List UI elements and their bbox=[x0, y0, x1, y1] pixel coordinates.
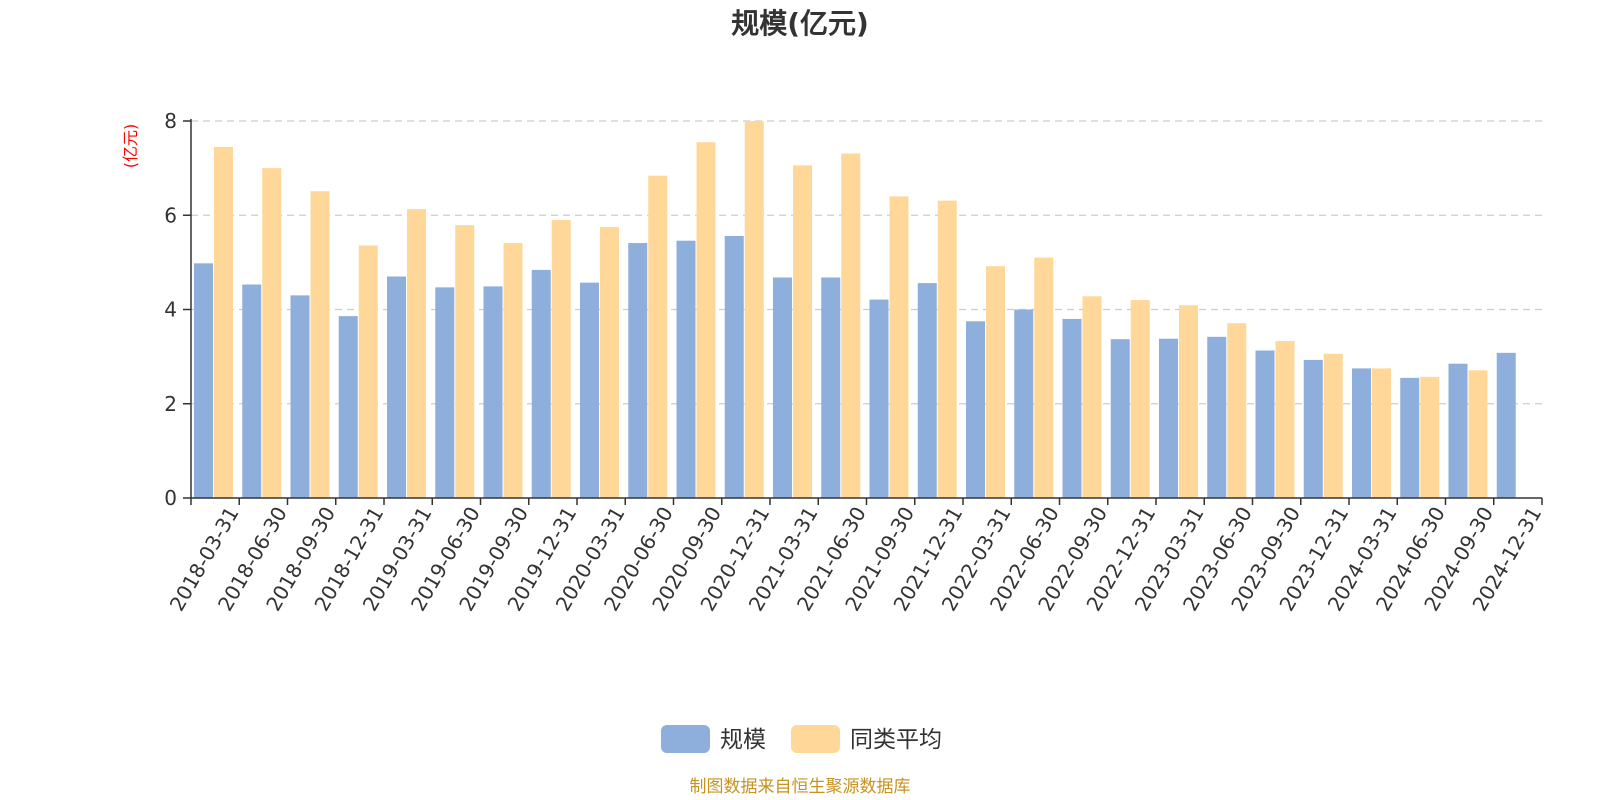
bar-scale-2021-06-30 bbox=[821, 277, 841, 498]
bar-peer-avg-2023-09-30 bbox=[1275, 341, 1295, 498]
bar-scale-2021-03-31 bbox=[773, 277, 792, 498]
bar-scale-2020-03-31 bbox=[580, 282, 599, 498]
bar-peer-avg-2024-03-31 bbox=[1372, 368, 1391, 498]
bar-scale-2022-06-30 bbox=[1014, 309, 1034, 498]
bar-peer-avg-2022-03-31 bbox=[986, 266, 1005, 498]
bar-scale-2023-12-31 bbox=[1303, 359, 1323, 498]
bar-scale-2018-12-31 bbox=[338, 316, 358, 498]
chart-title: 规模(亿元) bbox=[731, 7, 869, 40]
bar-scale-2018-06-30 bbox=[242, 284, 262, 498]
bar-peer-avg-2018-06-30 bbox=[262, 168, 282, 498]
bar-scale-2020-12-31 bbox=[724, 235, 744, 499]
bar-scale-2021-09-30 bbox=[869, 299, 889, 498]
bar-peer-avg-2020-03-31 bbox=[600, 227, 619, 498]
bar-scale-2024-03-31 bbox=[1352, 368, 1371, 498]
legend-label-scale: 规模 bbox=[720, 727, 766, 753]
y-tick-label-1: 2 bbox=[164, 392, 177, 416]
bar-scale-2020-06-30 bbox=[628, 243, 648, 498]
bar-peer-avg-2021-09-30 bbox=[889, 196, 909, 498]
bar-peer-avg-2023-12-31 bbox=[1323, 353, 1343, 498]
bar-scale-2018-09-30 bbox=[290, 295, 310, 498]
bar-peer-avg-2021-03-31 bbox=[793, 165, 812, 499]
legend-swatch-peer-avg bbox=[791, 725, 840, 753]
bar-scale-2024-09-30 bbox=[1448, 363, 1468, 498]
bar-scale-2021-12-31 bbox=[917, 283, 937, 498]
bar-peer-avg-2022-06-30 bbox=[1034, 257, 1054, 498]
bar-peer-avg-2020-09-30 bbox=[696, 142, 716, 499]
bar-scale-2022-03-31 bbox=[966, 321, 985, 498]
legend: 规模 同类平均 bbox=[661, 725, 942, 753]
bar-peer-avg-2018-09-30 bbox=[310, 191, 330, 498]
y-axis-label: (亿元) bbox=[121, 124, 140, 169]
bar-peer-avg-2024-06-30 bbox=[1420, 376, 1440, 498]
y-tick-label-4: 8 bbox=[164, 109, 177, 133]
bar-peer-avg-2019-12-31 bbox=[551, 219, 571, 498]
source-note: 制图数据来自恒生聚源数据库 bbox=[690, 777, 911, 797]
bar-scale-2023-03-31 bbox=[1159, 338, 1178, 498]
y-tick-label-3: 6 bbox=[164, 203, 177, 227]
bar-peer-avg-2023-06-30 bbox=[1227, 323, 1247, 498]
bar-peer-avg-2022-09-30 bbox=[1082, 296, 1102, 498]
bar-scale-2024-06-30 bbox=[1400, 377, 1420, 498]
grid-lines bbox=[191, 120, 1542, 405]
bar-scale-2022-12-31 bbox=[1110, 339, 1130, 498]
bar-peer-avg-2019-06-30 bbox=[455, 225, 475, 499]
bar-peer-avg-2023-03-31 bbox=[1179, 305, 1198, 498]
bar-peer-avg-2022-12-31 bbox=[1130, 300, 1150, 498]
bar-scale-2022-09-30 bbox=[1062, 318, 1082, 498]
y-tick-label-0: 0 bbox=[164, 486, 177, 510]
bar-scale-2018-03-31 bbox=[194, 263, 213, 498]
bar-scale-2019-06-30 bbox=[435, 287, 455, 498]
bar-peer-avg-2021-06-30 bbox=[841, 153, 861, 499]
bar-scale-2020-09-30 bbox=[676, 240, 696, 498]
bar-scale-2019-09-30 bbox=[483, 286, 503, 498]
bar-scale-2024-12-31 bbox=[1496, 352, 1516, 498]
bar-peer-avg-2020-06-30 bbox=[648, 175, 668, 499]
legend-swatch-scale bbox=[661, 725, 710, 753]
bar-scale-2023-06-30 bbox=[1207, 336, 1227, 498]
legend-label-peer-avg: 同类平均 bbox=[850, 727, 942, 753]
bar-scale-2019-03-31 bbox=[387, 276, 406, 498]
bar-peer-avg-2019-03-31 bbox=[407, 209, 426, 498]
bar-scale-2023-09-30 bbox=[1255, 350, 1275, 498]
bars bbox=[194, 121, 1516, 499]
bar-peer-avg-2024-09-30 bbox=[1468, 370, 1488, 498]
bar-peer-avg-2018-12-31 bbox=[358, 245, 378, 498]
y-tick-label-2: 4 bbox=[164, 298, 177, 322]
bar-peer-avg-2020-12-31 bbox=[744, 121, 764, 498]
bar-peer-avg-2019-09-30 bbox=[503, 243, 523, 498]
bar-scale-2019-12-31 bbox=[531, 269, 551, 498]
bar-peer-avg-2021-12-31 bbox=[937, 200, 957, 499]
bar-peer-avg-2018-03-31 bbox=[214, 146, 233, 498]
